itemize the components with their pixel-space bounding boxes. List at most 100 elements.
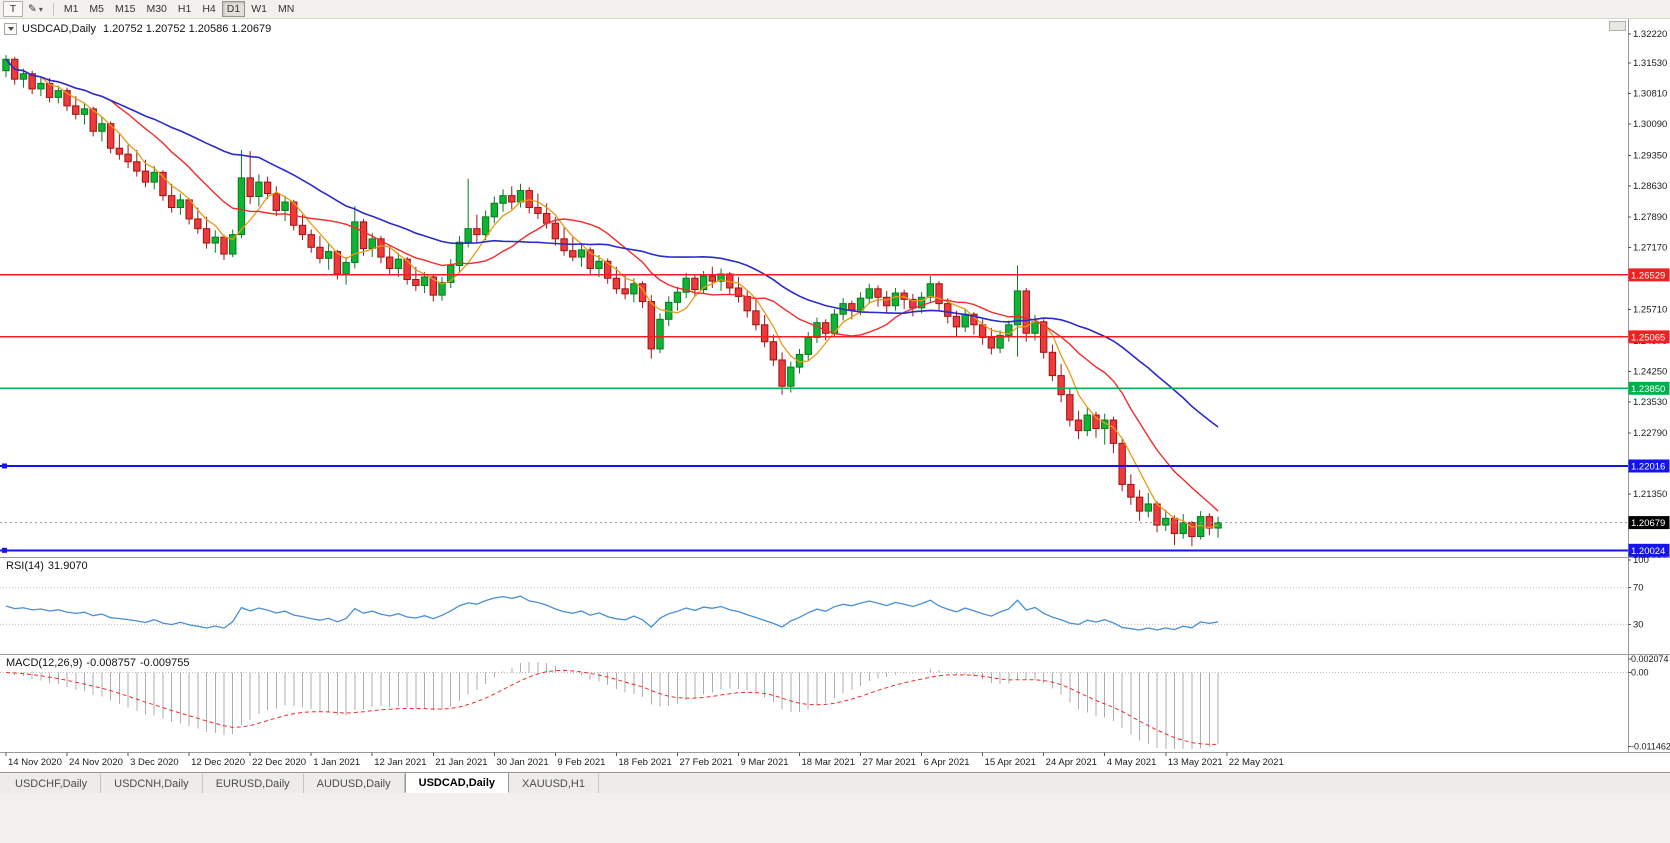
svg-text:1.20024: 1.20024 bbox=[1631, 546, 1665, 557]
candle bbox=[89, 108, 97, 132]
svg-text:1.26529: 1.26529 bbox=[1631, 270, 1665, 281]
candle bbox=[455, 241, 464, 267]
ma-slow-line[interactable] bbox=[5, 58, 1219, 428]
macd-signal-line[interactable] bbox=[5, 669, 1219, 745]
svg-text:18 Mar 2021: 18 Mar 2021 bbox=[802, 757, 855, 768]
timeframe-button-m1[interactable]: M1 bbox=[59, 1, 84, 17]
candle bbox=[917, 296, 926, 309]
svg-text:9 Mar 2021: 9 Mar 2021 bbox=[740, 757, 788, 768]
candle bbox=[420, 276, 429, 286]
svg-text:0.00: 0.00 bbox=[1631, 668, 1649, 678]
drawing-tool-button[interactable]: ✎ ▾ bbox=[23, 1, 48, 17]
scroll-to-end-button[interactable] bbox=[1609, 21, 1626, 31]
timeframe-button-m5[interactable]: M5 bbox=[84, 1, 109, 17]
candle bbox=[551, 222, 560, 240]
svg-text:1.29350: 1.29350 bbox=[1633, 150, 1667, 161]
candle bbox=[255, 181, 263, 197]
candle bbox=[394, 258, 403, 269]
candle bbox=[1074, 419, 1083, 432]
candles-layer bbox=[2, 55, 1222, 547]
candle bbox=[307, 234, 315, 248]
candle bbox=[359, 221, 368, 250]
candle bbox=[1170, 517, 1179, 535]
candle bbox=[1144, 503, 1153, 512]
candle bbox=[272, 193, 281, 211]
price-line-label bbox=[1628, 459, 1670, 473]
candle bbox=[804, 337, 812, 355]
svg-text:1.24250: 1.24250 bbox=[1633, 366, 1667, 377]
candle bbox=[682, 277, 690, 293]
chart-tab-usdcnh[interactable]: USDCNH,Daily bbox=[101, 774, 203, 793]
candle bbox=[37, 82, 45, 90]
time-axis[interactable] bbox=[5, 752, 1228, 757]
chart-tab-eurusd[interactable]: EURUSD,Daily bbox=[203, 774, 304, 793]
chart-tab-xauusd[interactable]: XAUUSD,H1 bbox=[509, 774, 599, 793]
candle bbox=[124, 153, 132, 163]
svg-text:1.21350: 1.21350 bbox=[1633, 489, 1667, 500]
candle bbox=[342, 262, 350, 275]
candle bbox=[63, 90, 71, 107]
timeframe-button-h1[interactable]: H1 bbox=[173, 1, 196, 17]
candle bbox=[377, 238, 385, 258]
ma-medium-line[interactable] bbox=[5, 58, 1219, 512]
candle bbox=[1022, 290, 1030, 334]
svg-text:22 May 2021: 22 May 2021 bbox=[1229, 757, 1284, 768]
candle bbox=[45, 82, 54, 98]
svg-text:27 Mar 2021: 27 Mar 2021 bbox=[863, 757, 916, 768]
candle bbox=[708, 275, 717, 282]
candle bbox=[987, 337, 996, 349]
chart-title: USDCAD,Daily 1.20752 1.20752 1.20586 1.2… bbox=[4, 23, 271, 35]
chart-tab-audusd[interactable]: AUDUSD,Daily bbox=[304, 774, 405, 793]
svg-text:30: 30 bbox=[1633, 619, 1644, 630]
candle bbox=[848, 303, 856, 311]
line-handle[interactable] bbox=[2, 463, 7, 469]
timeframe-button-m30[interactable]: M30 bbox=[141, 1, 171, 17]
candle bbox=[891, 292, 900, 307]
candle bbox=[883, 296, 891, 307]
symbol-period-label: USDCAD,Daily bbox=[22, 23, 96, 35]
candle bbox=[586, 249, 594, 269]
timeframe-button-m15[interactable]: M15 bbox=[110, 1, 140, 17]
candle bbox=[1048, 351, 1057, 377]
macd-value-main: -0.008757 bbox=[86, 657, 136, 669]
candle bbox=[1127, 483, 1135, 498]
collapse-button[interactable] bbox=[4, 23, 17, 35]
candle bbox=[1109, 419, 1118, 444]
ma-fast-line[interactable] bbox=[5, 58, 1219, 529]
candle bbox=[351, 221, 359, 264]
timeframe-buttons: M1 M5 M15 M30 H1 H4 D1 W1 MN bbox=[59, 1, 299, 17]
candle bbox=[1066, 394, 1074, 421]
candle bbox=[176, 199, 185, 209]
candle bbox=[926, 283, 935, 298]
candle bbox=[760, 324, 769, 343]
candle bbox=[133, 161, 141, 172]
ohlc-values: 1.20752 1.20752 1.20586 1.20679 bbox=[102, 23, 272, 35]
svg-text:1.31530: 1.31530 bbox=[1633, 58, 1667, 69]
timeframe-button-d1[interactable]: D1 bbox=[221, 1, 246, 17]
rsi-value: 31.9070 bbox=[47, 560, 88, 572]
candle bbox=[1118, 442, 1126, 485]
timeframe-button-w1[interactable]: W1 bbox=[246, 1, 272, 17]
line-handle[interactable] bbox=[2, 547, 7, 553]
chart-tab-usdchf[interactable]: USDCHF,Daily bbox=[2, 774, 102, 793]
candle bbox=[464, 228, 472, 243]
toolbar-separator bbox=[52, 2, 54, 16]
candle bbox=[324, 251, 333, 259]
candle bbox=[1005, 324, 1013, 336]
candle bbox=[516, 190, 525, 203]
current-price-label bbox=[1628, 516, 1670, 530]
timeframe-button-mn[interactable]: MN bbox=[273, 1, 299, 17]
rsi-line[interactable] bbox=[5, 595, 1219, 631]
chart-tab-usdcad[interactable]: USDCAD,Daily bbox=[404, 772, 510, 793]
candle bbox=[638, 283, 647, 303]
text-tool-button[interactable]: T bbox=[3, 1, 23, 17]
candle bbox=[769, 341, 778, 361]
candle bbox=[961, 313, 969, 328]
timeframe-button-h4[interactable]: H4 bbox=[197, 1, 220, 17]
candle bbox=[874, 288, 882, 298]
svg-text:1.28630: 1.28630 bbox=[1633, 181, 1667, 192]
candle bbox=[1188, 522, 1196, 538]
candle bbox=[19, 73, 28, 80]
